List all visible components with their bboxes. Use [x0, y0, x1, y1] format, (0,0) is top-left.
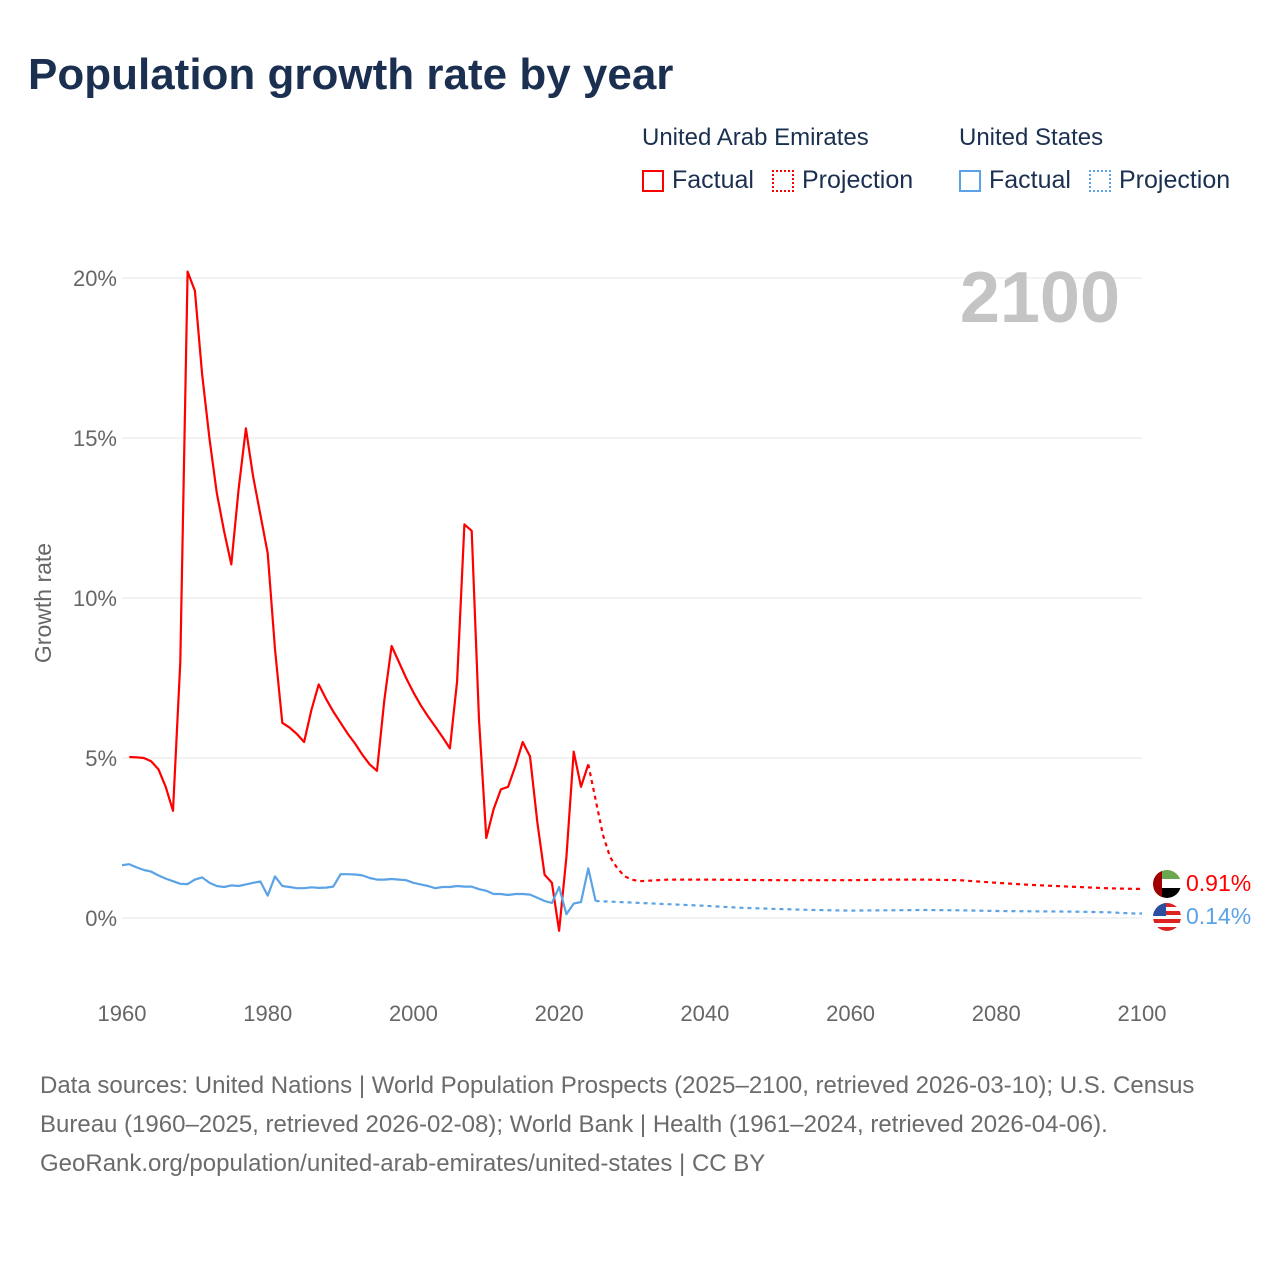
- y-tick-label: 5%: [85, 746, 117, 771]
- x-tick-label: 2080: [972, 1001, 1021, 1026]
- legend-label: Projection: [1118, 166, 1231, 194]
- legend-label: Factual: [989, 166, 1071, 194]
- legend-us-projection[interactable]: Projection: [1088, 166, 1231, 195]
- legend-label: Factual: [672, 166, 754, 194]
- x-tick-label: 2040: [680, 1001, 729, 1026]
- legend-us-factual[interactable]: Factual: [959, 166, 1071, 195]
- legend-swatch-solid-icon: [642, 169, 664, 192]
- footer: Data sources: United Nations | World Pop…: [40, 1066, 1230, 1183]
- legend-group-us: United States: [959, 124, 1104, 151]
- x-tick-label: 2020: [535, 1001, 584, 1026]
- uae-end-label: 0.91%: [1186, 870, 1251, 896]
- legend-swatch-solid-icon: [959, 169, 981, 192]
- legend-us-items: Factual Projection: [959, 166, 1248, 195]
- x-tick-label: 1980: [243, 1001, 292, 1026]
- data-sources: Data sources: United Nations | World Pop…: [40, 1072, 1195, 1138]
- y-tick-label: 20%: [73, 266, 117, 291]
- legend-swatch-dotted-icon: [1088, 169, 1111, 192]
- y-tick-label: 0%: [85, 906, 117, 931]
- x-tick-label: 2060: [826, 1001, 875, 1026]
- us-projection-line: [595, 899, 1142, 915]
- chart-title: Population growth rate by year: [28, 50, 674, 99]
- y-axis-label: Growth rate: [30, 543, 56, 663]
- legend-uae-items: Factual Projection: [642, 166, 931, 195]
- us-factual-line: [121, 863, 597, 916]
- legend-label: Projection: [801, 166, 914, 194]
- x-tick-label: 2000: [389, 1001, 438, 1026]
- credit-link[interactable]: GeoRank.org/population/united-arab-emira…: [40, 1150, 766, 1177]
- legend-group-uae: United Arab Emirates: [642, 124, 869, 151]
- legend-uae-projection[interactable]: Projection: [771, 166, 914, 195]
- x-tick-label: 1960: [98, 1001, 147, 1026]
- x-tick-label: 2100: [1118, 1001, 1167, 1026]
- legend-swatch-dotted-icon: [771, 169, 794, 192]
- uae-projection-line: [587, 764, 1142, 891]
- uae-factual-line: [129, 270, 590, 932]
- year-watermark: 2100: [960, 258, 1120, 338]
- y-tick-label: 10%: [73, 586, 117, 611]
- y-tick-label: 15%: [73, 426, 117, 451]
- legend-uae-factual[interactable]: Factual: [642, 166, 754, 195]
- us-flag-icon: [1153, 903, 1181, 931]
- uae-flag-icon: [1153, 870, 1181, 898]
- us-end-label: 0.14%: [1186, 903, 1251, 929]
